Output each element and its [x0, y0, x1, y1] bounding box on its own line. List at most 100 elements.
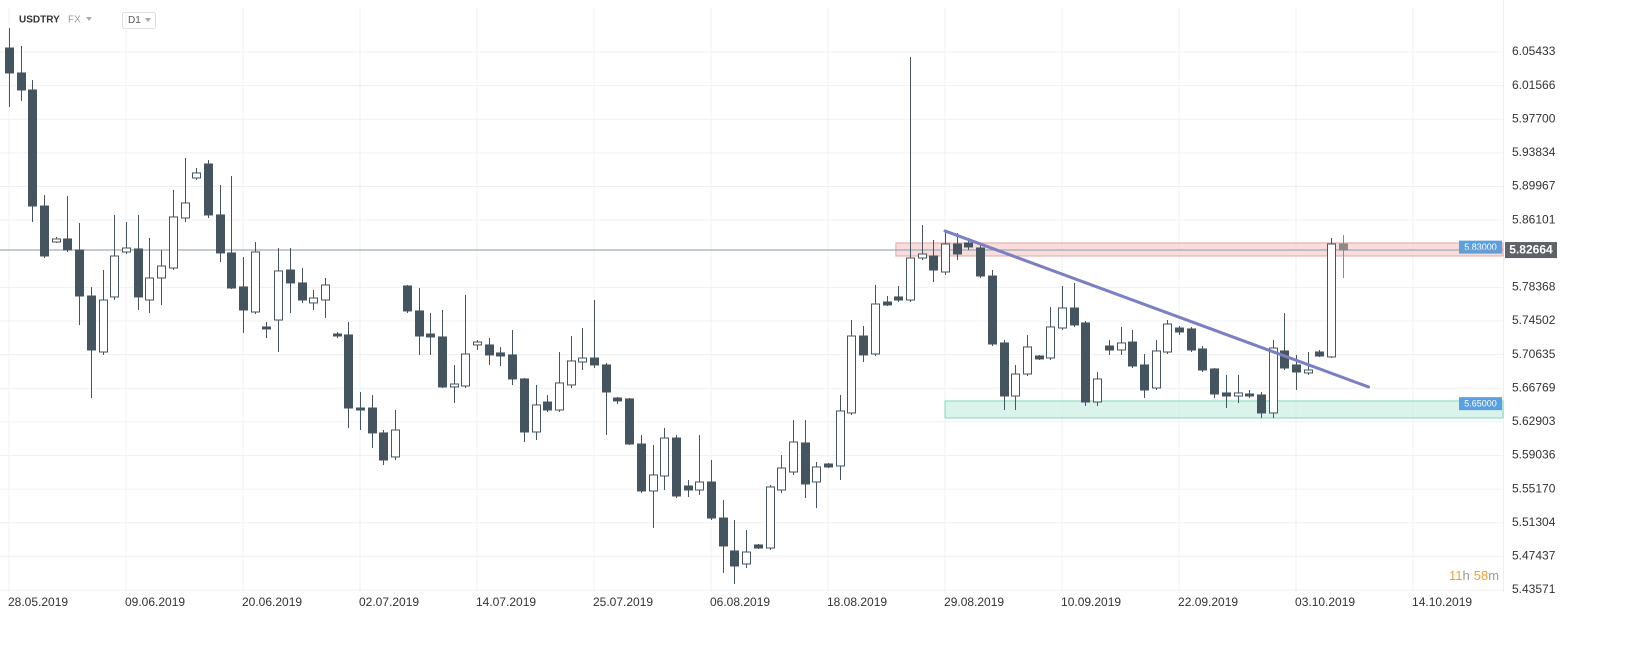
candle-body — [63, 238, 72, 251]
candle-body — [1128, 341, 1137, 367]
x-tick-label: 03.10.2019 — [1295, 595, 1355, 609]
candle-body — [625, 398, 634, 445]
candle-body — [1339, 243, 1348, 251]
x-tick-label: 06.08.2019 — [710, 595, 770, 609]
interval[interactable]: D1 — [128, 15, 141, 26]
candle-body — [438, 336, 447, 388]
candle-body — [555, 382, 564, 411]
candle-body — [1023, 346, 1032, 375]
candle-body — [871, 303, 880, 355]
y-tick-label: 5.89967 — [1512, 179, 1556, 193]
market[interactable]: FX — [68, 15, 81, 26]
last-price-box — [1505, 242, 1557, 259]
candle-body — [1327, 243, 1336, 358]
interval-caret[interactable] — [145, 18, 151, 22]
candle-body — [145, 277, 154, 301]
candle-body — [1105, 345, 1114, 351]
y-tick-label: 5.62903 — [1512, 414, 1556, 428]
candle-body — [1234, 392, 1243, 397]
candle-body — [730, 550, 739, 567]
candle-body — [134, 248, 143, 298]
candle-body — [309, 297, 318, 304]
candle-body — [649, 474, 658, 492]
candle-body — [520, 378, 529, 433]
candle-body — [1245, 393, 1254, 397]
y-tick-label: 5.47437 — [1512, 549, 1556, 563]
x-tick-label: 14.10.2019 — [1412, 595, 1472, 609]
candle-body — [894, 296, 903, 301]
candle-body — [1257, 394, 1266, 414]
countdown-part: 58 — [1474, 568, 1488, 583]
candle-body — [169, 216, 178, 269]
candle-body — [836, 410, 845, 467]
candle-body — [824, 463, 833, 468]
candle-body — [391, 429, 400, 458]
candle-body — [1210, 368, 1219, 395]
candle-body — [684, 485, 693, 491]
candle-body — [227, 252, 236, 289]
candle-body — [707, 481, 716, 519]
candle-body — [426, 333, 435, 338]
y-tick-label: 5.66769 — [1512, 380, 1556, 394]
candle-body — [906, 257, 915, 301]
candle-body — [450, 383, 459, 388]
candle-body — [333, 333, 342, 337]
candle-body — [1011, 373, 1020, 397]
candle-body — [1093, 378, 1102, 403]
candle-body — [356, 407, 365, 411]
candle-body — [1000, 342, 1009, 397]
candle-body — [695, 481, 704, 491]
candle-body — [1222, 392, 1231, 397]
candle-body — [52, 238, 61, 243]
x-tick-label: 25.07.2019 — [593, 595, 653, 609]
candle-body — [1187, 328, 1196, 351]
zone-label-box — [1459, 397, 1502, 411]
candle-body — [1070, 307, 1079, 326]
candle-body — [929, 255, 938, 271]
candle-body — [637, 443, 646, 492]
candle-body — [368, 407, 377, 434]
countdown-part: m — [1488, 568, 1499, 583]
candle-body — [883, 301, 892, 306]
candle-body — [461, 353, 470, 387]
candle-body — [157, 265, 166, 279]
candle-body — [17, 72, 26, 91]
candle-body — [1175, 327, 1184, 333]
y-tick-label: 5.74502 — [1512, 313, 1556, 327]
candle-body — [578, 357, 587, 363]
x-tick-label: 02.07.2019 — [359, 595, 419, 609]
x-tick-label: 18.08.2019 — [827, 595, 887, 609]
candle-body — [847, 335, 856, 414]
candle-body — [789, 441, 798, 473]
candle-body — [918, 253, 927, 259]
market-caret[interactable] — [86, 17, 92, 21]
candle-body — [321, 284, 330, 301]
y-tick-label: 5.93834 — [1512, 145, 1556, 159]
x-tick-label: 28.05.2019 — [8, 595, 68, 609]
candle-body — [344, 334, 353, 409]
candle-body — [1304, 369, 1313, 374]
candle-body — [110, 255, 119, 298]
candle-body — [403, 285, 412, 312]
interval-dropdown[interactable] — [122, 12, 156, 29]
y-tick-label: 5.86101 — [1512, 212, 1556, 226]
y-tick-label: 6.01566 — [1512, 78, 1556, 92]
candle-body — [964, 242, 973, 248]
last-price-label: 5.82664 — [1509, 243, 1553, 257]
candle-body — [801, 442, 810, 485]
candle-body — [1198, 348, 1207, 371]
candle-body — [28, 89, 37, 207]
candle-body — [590, 357, 599, 366]
candle-body — [496, 352, 505, 357]
symbol: USDTRY — [19, 15, 60, 26]
candle-body — [1315, 351, 1324, 357]
candle-body — [1035, 355, 1044, 360]
candle-body — [192, 172, 201, 179]
candle-body — [988, 275, 997, 345]
candle-body — [1292, 364, 1301, 373]
candle-body — [719, 517, 728, 547]
candle-body — [508, 354, 517, 380]
candle-body — [473, 341, 482, 346]
candle-body — [274, 270, 283, 321]
y-tick-label: 5.70635 — [1512, 347, 1556, 361]
